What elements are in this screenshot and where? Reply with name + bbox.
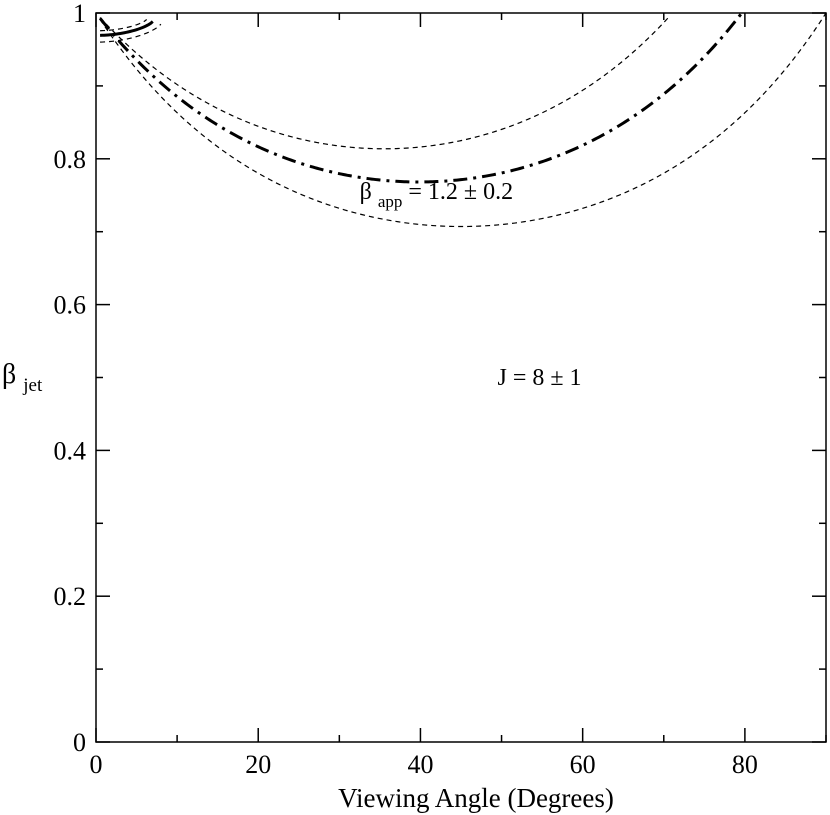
series-line	[100, 20, 154, 37]
x-tick-label: 80	[732, 750, 758, 779]
y-tick-label: 1	[73, 0, 86, 28]
y-tick-label: 0	[73, 728, 86, 757]
axis-ticks	[95, 12, 827, 743]
y-tick-label: 0.4	[54, 436, 87, 465]
x-tick-label: 40	[407, 750, 433, 779]
series-line	[99, 17, 669, 150]
y-axis-label: β jet	[2, 359, 43, 396]
x-tick-label: 60	[570, 750, 596, 779]
curves	[98, 12, 827, 228]
y-axis-label-base: β	[2, 359, 16, 390]
tick-labels: 0 20 40 60 80 0 0.2 0.4 0.6 0.8 1	[54, 0, 758, 779]
y-tick-label: 0.6	[54, 291, 87, 320]
x-tick-label: 0	[90, 750, 103, 779]
annotation-beta-app-sub: app	[378, 192, 403, 211]
y-axis-label-sub: jet	[22, 375, 43, 396]
annotation-j: J = 8 ± 1	[498, 365, 582, 391]
series-line	[98, 13, 743, 184]
plot-frame	[95, 12, 827, 743]
series-line	[100, 19, 148, 32]
x-tick-label: 20	[245, 750, 271, 779]
x-axis-label: Viewing Angle (Degrees)	[338, 783, 614, 813]
annotation-beta-app-rest: = 1.2 ± 0.2	[408, 179, 513, 205]
annotation-beta-app: β app = 1.2 ± 0.2	[360, 179, 513, 213]
annotation-beta-app-base: β	[360, 179, 372, 205]
y-tick-label: 0.8	[54, 145, 87, 174]
series-line	[100, 23, 162, 43]
y-tick-label: 0.2	[54, 582, 87, 611]
series-line	[99, 12, 827, 228]
